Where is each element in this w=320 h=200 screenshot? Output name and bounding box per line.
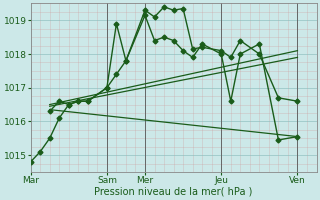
X-axis label: Pression niveau de la mer( hPa ): Pression niveau de la mer( hPa ) [94, 187, 253, 197]
